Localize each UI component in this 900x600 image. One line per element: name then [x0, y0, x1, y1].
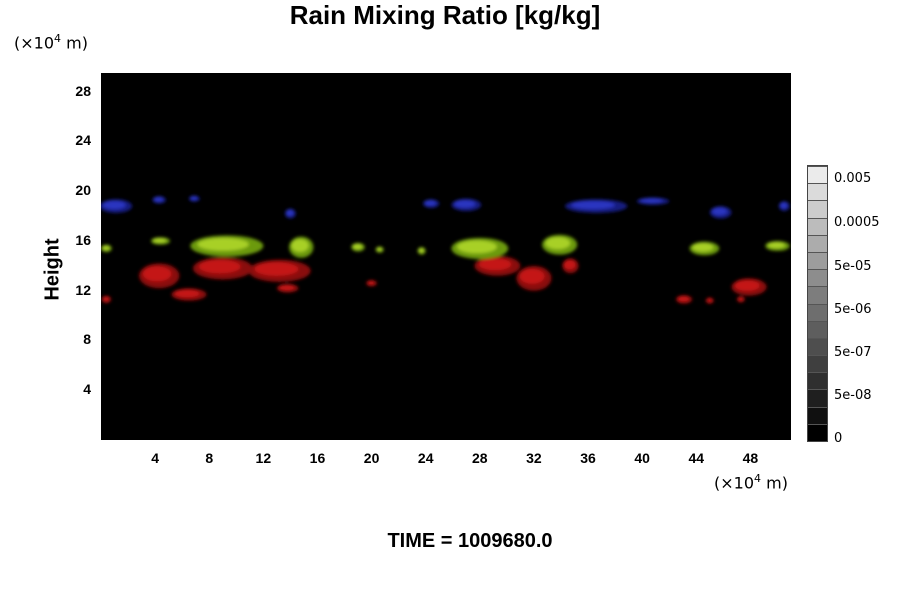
colorbar-level-15 — [808, 166, 827, 184]
y-tick-12: 12 — [75, 281, 91, 298]
blue-rain-core-29 — [424, 200, 436, 206]
colorbar-tick-0: 0 — [834, 431, 843, 446]
blue-rain-core-28 — [286, 209, 294, 216]
green-rain-core-20 — [457, 240, 497, 254]
colorbar-tick-2: 5e-07 — [834, 345, 872, 360]
x-axis-unit: (×104 m) — [714, 472, 788, 493]
colorbar-level-0 — [808, 423, 827, 441]
x-tick-48: 48 — [742, 450, 759, 466]
y-tick-28: 28 — [75, 82, 91, 99]
blue-rain-core-33 — [711, 207, 728, 216]
red-rain-core-13 — [737, 297, 744, 301]
blue-rain-core-25 — [102, 200, 126, 210]
blue-rain-core-26 — [153, 197, 164, 202]
colorbar-tick-3: 5e-06 — [834, 302, 872, 317]
heatmap-plot-area — [101, 73, 791, 440]
colorbar-level-8 — [808, 286, 827, 304]
red-rain-core-6 — [479, 258, 512, 271]
green-rain-core-17 — [352, 243, 363, 250]
red-rain-core-11 — [706, 298, 713, 303]
blue-rain-core-32 — [640, 198, 663, 203]
x-tick-28: 28 — [472, 450, 488, 466]
red-rain-core-9 — [102, 296, 110, 302]
y-tick-8: 8 — [83, 331, 91, 348]
x-tick-12: 12 — [255, 450, 272, 466]
blue-rain-core-34 — [779, 202, 788, 209]
time-label: TIME = 1009680.0 — [387, 530, 553, 552]
green-rain-core-14 — [197, 237, 249, 251]
colorbar-level-10 — [808, 251, 827, 270]
colorbar-tick-5: 0.0005 — [834, 215, 880, 230]
x-tick-44: 44 — [688, 450, 705, 466]
colorbar-level-1 — [808, 406, 827, 424]
red-rain-core-12 — [734, 280, 760, 291]
y-tick-20: 20 — [75, 182, 91, 199]
blue-rain-core-27 — [190, 196, 198, 201]
colorbar-level-14 — [808, 183, 827, 201]
plot-background — [101, 73, 791, 440]
green-rain-core-19 — [418, 248, 425, 253]
green-rain-core-22 — [102, 245, 110, 251]
colorbar-tick-4: 5e-05 — [834, 259, 872, 274]
green-rain-core-18 — [376, 247, 383, 252]
colorbar-level-12 — [808, 217, 827, 235]
green-rain-core-15 — [291, 239, 309, 252]
red-rain-core-7 — [519, 268, 545, 284]
y-tick-4: 4 — [83, 381, 91, 398]
colorbar-level-9 — [808, 269, 827, 287]
green-rain-core-16 — [152, 238, 167, 243]
red-rain-core-1 — [174, 289, 200, 298]
y-tick-24: 24 — [75, 132, 91, 149]
x-tick-4: 4 — [151, 450, 159, 466]
green-rain-core-24 — [767, 242, 785, 249]
x-tick-8: 8 — [205, 450, 214, 466]
chart-title: Rain Mixing Ratio [kg/kg] — [289, 0, 601, 30]
colorbar-level-13 — [808, 200, 827, 218]
blue-rain-core-30 — [454, 200, 476, 208]
x-tick-16: 16 — [309, 450, 326, 466]
x-tick-32: 32 — [526, 450, 542, 466]
red-rain-core-8 — [563, 260, 576, 270]
x-tick-36: 36 — [580, 450, 596, 466]
colorbar-level-6 — [808, 320, 827, 338]
red-rain-core-2 — [198, 259, 241, 274]
colorbar — [807, 165, 828, 442]
colorbar-level-5 — [808, 337, 827, 356]
y-tick-16: 16 — [75, 231, 91, 248]
x-tick-24: 24 — [417, 450, 434, 466]
colorbar-level-7 — [808, 303, 827, 321]
red-rain-core-10 — [677, 296, 689, 302]
green-rain-core-21 — [545, 237, 571, 250]
red-rain-core-3 — [254, 262, 299, 276]
colorbar-level-4 — [808, 355, 827, 373]
colorbar-tick-1: 5e-08 — [834, 388, 872, 403]
green-rain-core-23 — [692, 243, 714, 252]
x-tick-20: 20 — [363, 450, 380, 466]
red-rain-core-0 — [142, 266, 172, 282]
colorbar-tick-6: 0.005 — [834, 171, 872, 186]
colorbar-level-11 — [808, 234, 827, 252]
red-rain-core-4 — [279, 284, 295, 291]
x-tick-40: 40 — [634, 450, 650, 466]
red-rain-core-5 — [367, 280, 375, 285]
colorbar-level-3 — [808, 372, 827, 390]
blue-rain-core-31 — [571, 200, 615, 210]
colorbar-level-2 — [808, 389, 827, 407]
y-axis-unit: (×104 m) — [14, 32, 88, 53]
